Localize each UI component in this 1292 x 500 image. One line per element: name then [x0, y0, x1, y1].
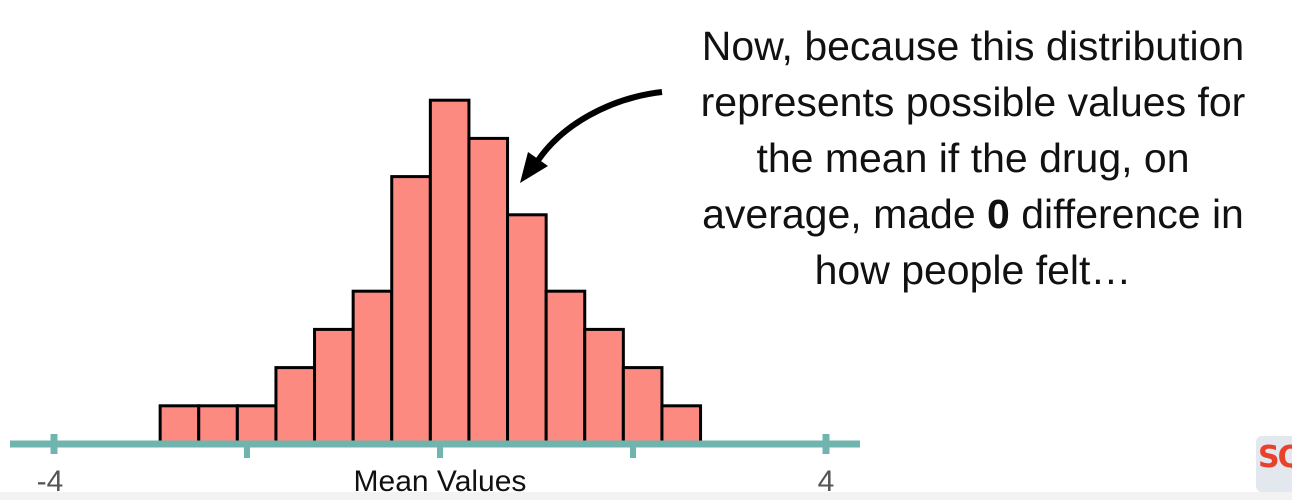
histogram-bar-8: [467, 136, 510, 446]
histogram-bar-2: [235, 404, 278, 446]
histogram-bar-9: [506, 213, 548, 446]
pointer-arrowhead: [520, 152, 548, 183]
histogram-bar-5: [351, 289, 394, 446]
annotation-line-5: how people felt…: [814, 247, 1132, 293]
histogram-bar-3: [274, 366, 317, 446]
channel-logo: SQ: [1256, 436, 1292, 492]
histogram-bar-13: [660, 404, 703, 446]
pointer-arrow: [532, 89, 663, 167]
histogram-bar-10: [544, 289, 587, 446]
histogram-bar-0: [158, 404, 201, 446]
annotation-line-1: Now, because this distribution: [701, 23, 1245, 69]
histogram-bar-11: [583, 327, 625, 446]
histogram-bar-7: [428, 98, 471, 446]
annotation-text: Now, because this distribution represent…: [658, 18, 1288, 298]
annotation-bold-zero: 0: [987, 191, 1010, 237]
annotation-line-4-pre: average, made: [702, 191, 988, 237]
histogram-bar-12: [621, 366, 664, 446]
bottom-strip: [0, 492, 1292, 500]
histogram-bar-4: [313, 327, 355, 446]
histogram-bar-1: [197, 404, 239, 446]
histogram-bar-6: [390, 175, 432, 446]
annotation-line-4-post: difference in: [1009, 191, 1244, 237]
histogram-bars: [158, 98, 703, 446]
x-axis-ticks: [50, 434, 830, 458]
annotation-line-2: represents possible values for: [700, 79, 1246, 125]
logo-text: SQ: [1258, 440, 1292, 475]
annotation-line-4: average, made 0 difference in: [658, 186, 1288, 242]
tick-label-max: 4: [818, 465, 835, 498]
annotation-line-3: the mean if the drug, on: [756, 135, 1190, 181]
